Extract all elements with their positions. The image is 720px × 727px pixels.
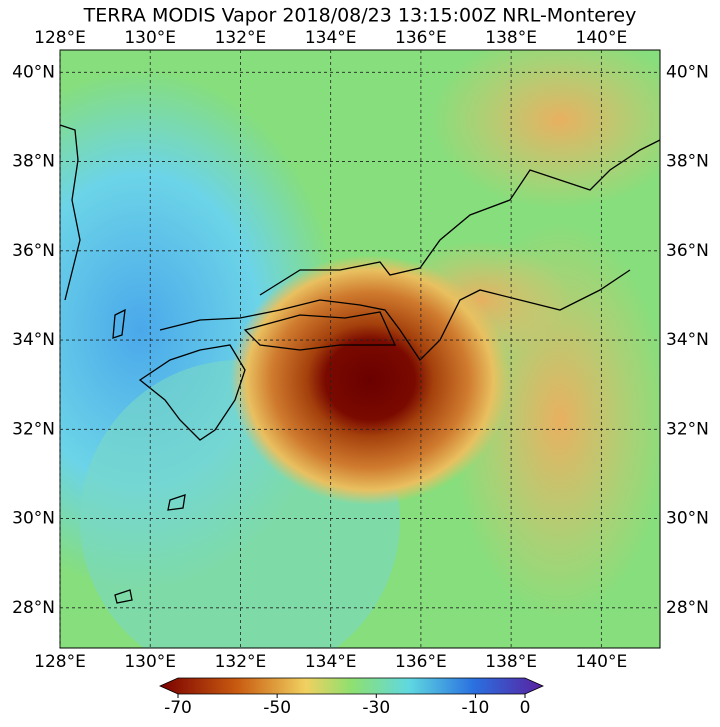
colorbar-label: 0 (520, 698, 531, 718)
lat-label-left: 30°N (12, 509, 55, 529)
colorbar-label: -70 (164, 698, 192, 718)
colorbar-label: -50 (263, 698, 291, 718)
lat-label-right: 28°N (666, 598, 709, 618)
lat-label-right: 34°N (666, 330, 709, 350)
satellite-image (60, 50, 660, 648)
lon-label-bottom: 128°E (34, 652, 86, 672)
lat-label-right: 30°N (666, 509, 709, 529)
title: TERRA MODIS Vapor 2018/08/23 13:15:00Z N… (83, 5, 637, 27)
lat-label-left: 36°N (12, 241, 55, 261)
lon-label-bottom: 136°E (395, 652, 447, 672)
lon-label-top: 128°E (34, 28, 86, 48)
lon-label-bottom: 140°E (576, 652, 628, 672)
lon-label-top: 136°E (395, 28, 447, 48)
lat-label-left: 32°N (12, 419, 55, 439)
lon-label-top: 134°E (305, 28, 357, 48)
lat-label-right: 36°N (666, 241, 709, 261)
lat-label-right: 40°N (666, 62, 709, 82)
lat-label-right: 32°N (666, 419, 709, 439)
lon-label-top: 140°E (576, 28, 628, 48)
lat-label-right: 38°N (666, 152, 709, 172)
lon-label-bottom: 138°E (485, 652, 537, 672)
lat-label-left: 38°N (12, 152, 55, 172)
colorbar (159, 677, 544, 695)
lon-label-bottom: 132°E (215, 652, 267, 672)
lon-label-bottom: 134°E (305, 652, 357, 672)
lon-label-top: 132°E (215, 28, 267, 48)
lon-label-top: 130°E (124, 28, 176, 48)
colorbar-label: -30 (362, 698, 390, 718)
colorbar-label: -10 (462, 698, 490, 718)
lon-label-top: 138°E (485, 28, 537, 48)
lat-label-left: 34°N (12, 330, 55, 350)
map-frame (59, 49, 661, 649)
lat-label-left: 28°N (12, 598, 55, 618)
coastlines (59, 124, 661, 604)
lon-label-bottom: 130°E (124, 652, 176, 672)
lat-label-left: 40°N (12, 62, 55, 82)
